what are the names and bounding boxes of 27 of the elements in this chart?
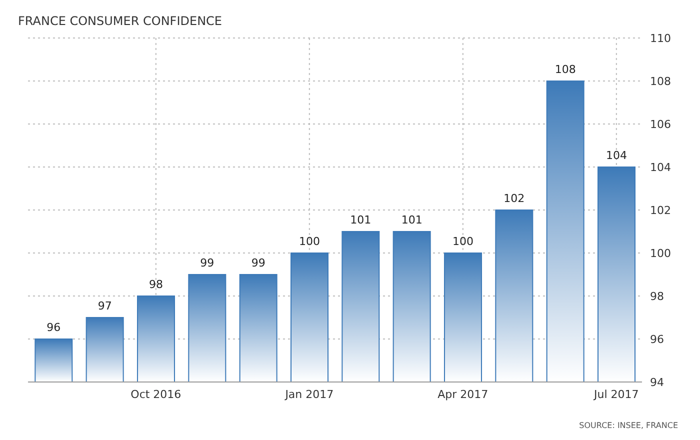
y-tick-label: 106 (650, 118, 671, 131)
data-label: 98 (148, 278, 163, 291)
y-tick-label: 102 (650, 204, 671, 217)
y-tick-label: 108 (650, 74, 671, 88)
data-label: 96 (46, 321, 61, 334)
source-note: SOURCE: INSEE, FRANCE (579, 421, 678, 430)
y-tick-label: 110 (650, 32, 671, 45)
x-tick-label: Oct 2016 (130, 388, 182, 401)
y-tick-label: 96 (650, 332, 664, 346)
data-label: 101 (350, 214, 372, 226)
data-label: 108 (554, 63, 576, 76)
data-label: 102 (504, 192, 525, 205)
data-label: 99 (200, 256, 214, 270)
y-tick-label: 94 (650, 376, 664, 389)
data-label: 100 (298, 235, 320, 248)
y-tick-label: 104 (650, 160, 671, 174)
x-tick-label: Apr 2017 (438, 388, 488, 401)
y-tick-label: 98 (650, 290, 664, 303)
chart-title: FRANCE CONSUMER CONFIDENCE (18, 14, 222, 28)
data-label: 104 (606, 149, 627, 162)
data-label: 100 (452, 235, 474, 248)
data-label: 97 (98, 300, 112, 312)
x-tick-label: Jan 2017 (284, 388, 334, 401)
data-label: 99 (251, 256, 266, 270)
data-label: 101 (401, 214, 422, 226)
x-tick-label: Jul 2017 (593, 388, 639, 401)
y-tick-label: 100 (650, 246, 671, 260)
